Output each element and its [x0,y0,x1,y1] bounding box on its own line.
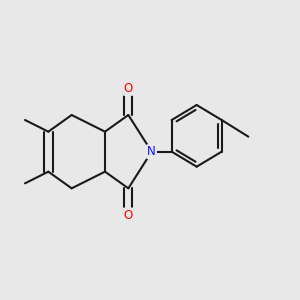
Text: O: O [124,208,133,221]
Text: O: O [124,82,133,95]
Text: N: N [147,145,156,158]
